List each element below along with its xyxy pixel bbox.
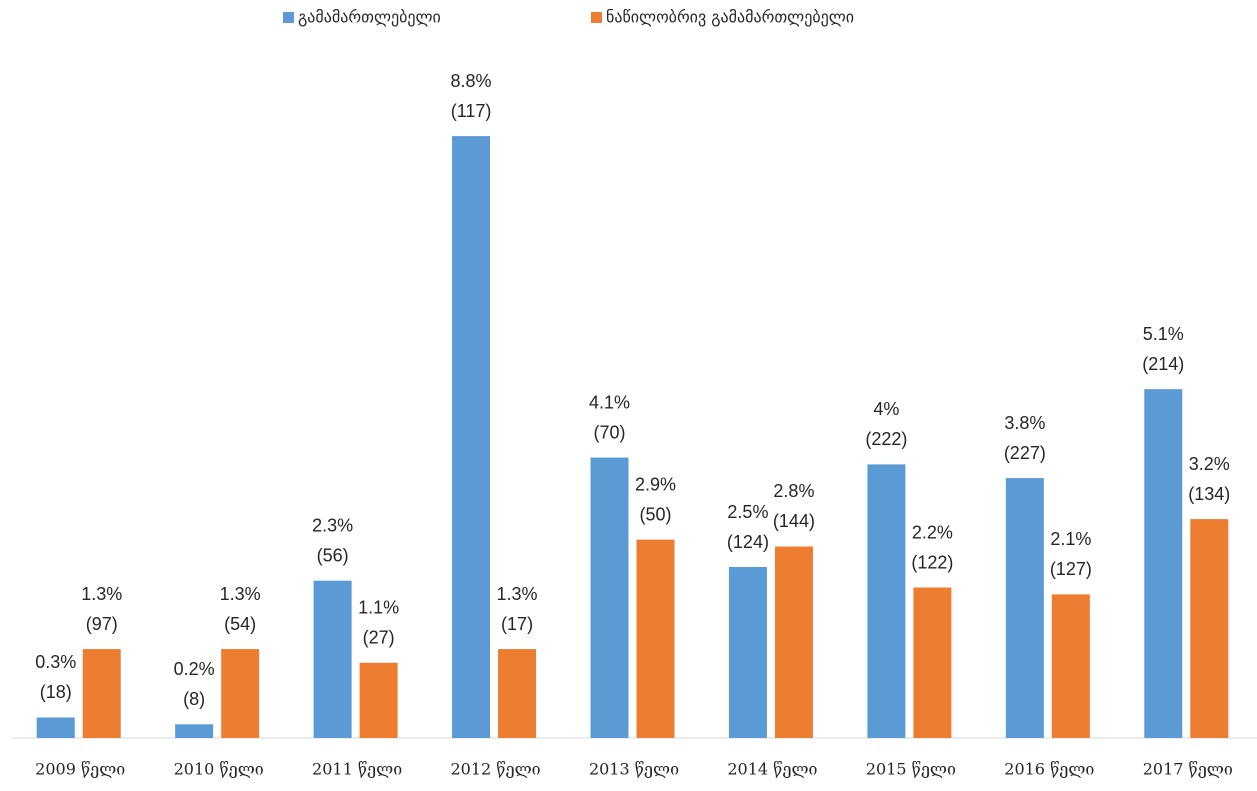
data-label: 3.8%: [1004, 413, 1045, 433]
data-label: 2.5%: [727, 502, 768, 522]
bar: [1190, 519, 1229, 738]
legend-label: ნაწილობრივ გამამართლებელი: [606, 8, 854, 27]
data-count-label: (124): [727, 532, 769, 552]
data-count-label: (50): [639, 504, 671, 524]
bar: [636, 539, 675, 738]
data-count-label: (8): [183, 689, 205, 709]
bar: [82, 649, 121, 738]
bar: [175, 724, 214, 738]
bar: [36, 717, 75, 738]
data-label: 1.1%: [358, 598, 399, 618]
x-tick-label: 2009 წელი: [35, 760, 125, 779]
x-tick-label: 2012 წელი: [451, 760, 541, 779]
data-label: 2.3%: [312, 515, 353, 535]
bar: [728, 567, 767, 738]
data-count-label: (144): [773, 511, 815, 531]
x-tick-label: 2011 წელი: [312, 760, 402, 779]
bar: [867, 464, 906, 738]
legend-label: გამამართლებელი: [298, 8, 441, 27]
data-count-label: (18): [40, 682, 72, 702]
x-tick-label: 2013 წელი: [589, 760, 679, 779]
bar: [359, 662, 398, 738]
data-label: 1.3%: [220, 584, 261, 604]
bar: [913, 587, 952, 738]
data-count-label: (54): [224, 614, 256, 634]
data-count-label: (214): [1142, 354, 1184, 374]
data-label: 2.8%: [773, 481, 814, 501]
data-count-label: (117): [451, 101, 492, 121]
bar: [774, 546, 813, 738]
bar: [1144, 389, 1183, 738]
bar: [313, 580, 352, 738]
x-tick-label: 2015 წელი: [866, 760, 956, 779]
x-tick-label: 2016 წელი: [1004, 760, 1094, 779]
data-count-label: (127): [1050, 559, 1092, 579]
bar: [590, 457, 629, 738]
bar: [1051, 594, 1090, 738]
bar: [1005, 478, 1044, 738]
x-tick-label: 2014 წელი: [727, 760, 817, 779]
data-count-label: (27): [363, 628, 395, 648]
data-label: 8.8%: [451, 71, 492, 91]
data-label: 3.2%: [1189, 454, 1230, 474]
data-label: 2.1%: [1050, 529, 1091, 549]
data-count-label: (134): [1188, 484, 1230, 504]
data-label: 0.2%: [174, 659, 215, 679]
data-count-label: (122): [911, 552, 953, 572]
data-count-label: (227): [1004, 443, 1046, 463]
data-label: 2.2%: [912, 522, 953, 542]
data-label: 2.9%: [635, 474, 676, 494]
data-count-label: (56): [317, 545, 349, 565]
data-label: 0.3%: [35, 652, 76, 672]
data-label: 4.1%: [589, 392, 630, 412]
data-label: 1.3%: [81, 584, 122, 604]
bar: [452, 136, 491, 738]
data-label: 1.3%: [497, 584, 538, 604]
data-label: 4%: [873, 399, 899, 419]
bar: [498, 649, 537, 738]
x-tick-label: 2017 წელი: [1143, 760, 1233, 779]
legend-swatch: [591, 12, 602, 23]
legend-swatch: [283, 12, 294, 23]
data-count-label: (222): [865, 429, 907, 449]
data-count-label: (97): [86, 614, 118, 634]
data-count-label: (17): [501, 614, 533, 634]
bar: [221, 649, 260, 738]
data-count-label: (70): [593, 422, 625, 442]
data-label: 5.1%: [1143, 324, 1184, 344]
x-tick-label: 2010 წელი: [174, 760, 264, 779]
